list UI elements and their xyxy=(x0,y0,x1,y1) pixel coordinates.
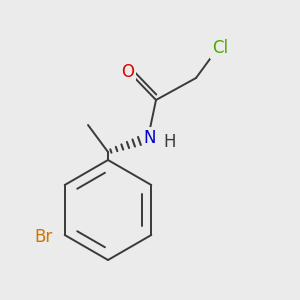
Text: Cl: Cl xyxy=(212,39,228,57)
Text: H: H xyxy=(164,133,176,151)
Text: O: O xyxy=(122,63,134,81)
Text: Br: Br xyxy=(34,228,53,246)
Text: N: N xyxy=(144,129,156,147)
